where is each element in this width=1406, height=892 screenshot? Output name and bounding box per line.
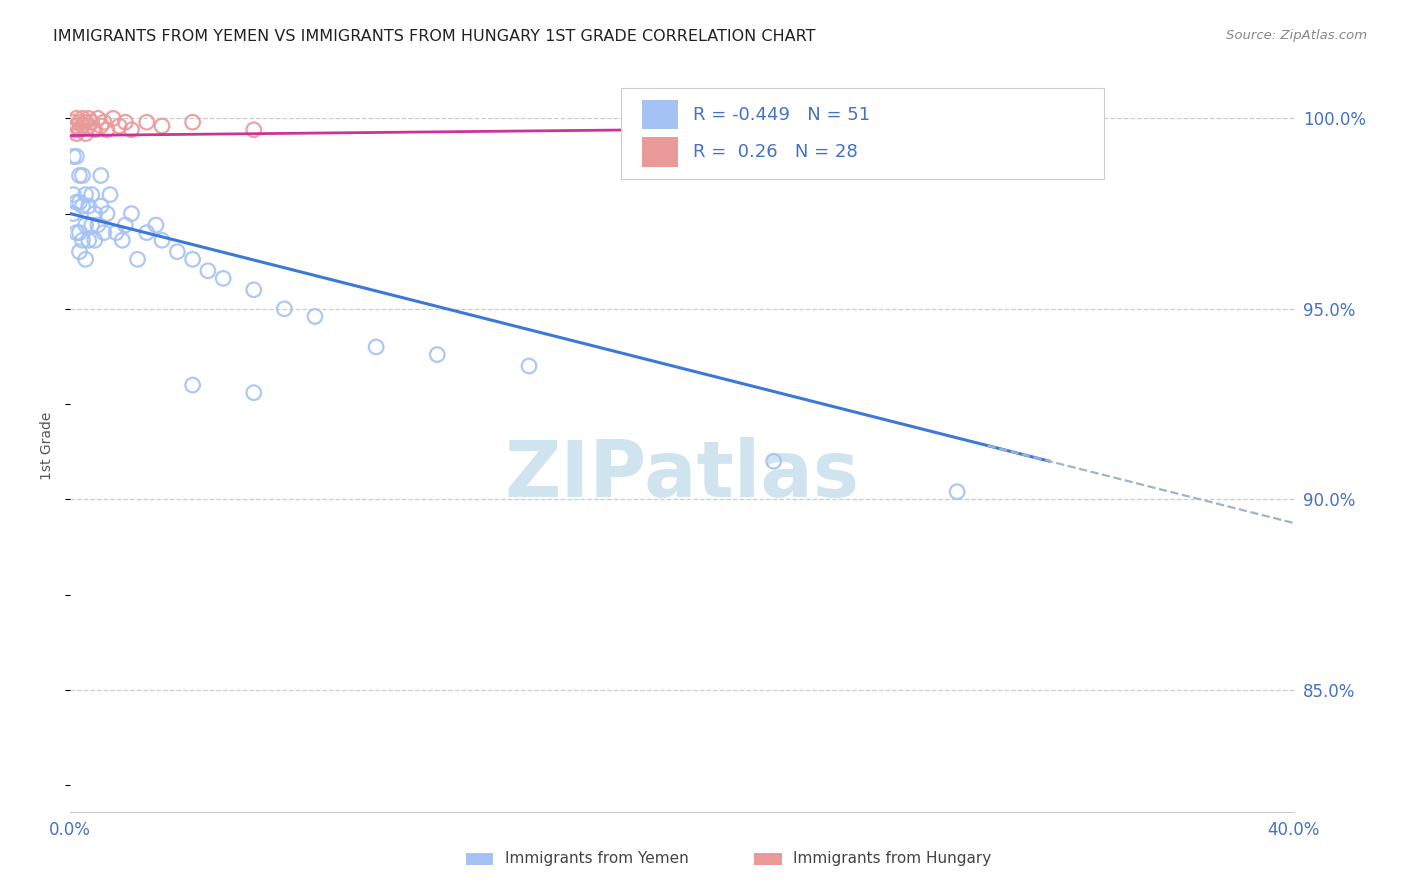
Text: IMMIGRANTS FROM YEMEN VS IMMIGRANTS FROM HUNGARY 1ST GRADE CORRELATION CHART: IMMIGRANTS FROM YEMEN VS IMMIGRANTS FROM… [53,29,815,44]
Point [114,218,136,232]
Point [83,123,105,137]
Point [62,149,84,163]
Point [62,206,84,220]
Point [75,127,97,141]
Point [80,218,103,232]
Point [65,226,87,240]
Point [65,112,87,126]
Point [181,378,204,392]
Point [101,112,124,126]
Point [69,226,91,240]
Point [212,271,235,285]
Point [72,199,94,213]
Point [762,454,785,468]
Point [946,484,969,499]
Point [96,123,118,137]
Point [166,244,188,259]
Text: Source: ZipAtlas.com: Source: ZipAtlas.com [1226,29,1367,42]
Bar [465,853,494,865]
Point [75,187,97,202]
Y-axis label: 1st Grade: 1st Grade [41,412,55,480]
Point [946,115,969,129]
Point [121,206,143,220]
Point [366,340,388,354]
Point [75,115,97,129]
Point [72,119,94,133]
Point [181,115,204,129]
Point [80,115,103,129]
FancyBboxPatch shape [621,87,1104,179]
Point [96,206,118,220]
Point [87,112,110,126]
Point [426,347,449,361]
Point [127,252,149,267]
Point [77,112,100,126]
Point [150,119,173,133]
Point [105,226,128,240]
Point [197,264,219,278]
Point [65,149,87,163]
Point [77,233,100,247]
Point [90,169,112,183]
Text: Immigrants from Hungary: Immigrants from Hungary [793,852,991,866]
Point [77,119,100,133]
Text: Immigrants from Yemen: Immigrants from Yemen [505,852,689,866]
Point [72,112,94,126]
Point [83,233,105,247]
Point [93,115,115,129]
Point [69,123,91,137]
Point [243,385,266,400]
Point [65,119,87,133]
Point [69,169,91,183]
Point [135,226,157,240]
Point [114,115,136,129]
Point [90,119,112,133]
Point [69,244,91,259]
Point [69,195,91,210]
Point [90,199,112,213]
Point [304,310,326,324]
FancyBboxPatch shape [641,100,678,129]
Point [75,252,97,267]
Point [243,123,266,137]
FancyBboxPatch shape [641,137,678,167]
Point [145,218,167,232]
Point [72,169,94,183]
Point [273,301,295,316]
Point [243,283,266,297]
Point [150,233,173,247]
Point [517,359,540,373]
Point [83,206,105,220]
Point [121,123,143,137]
Text: R = -0.449   N = 51: R = -0.449 N = 51 [693,105,870,124]
Point [72,233,94,247]
Point [62,115,84,129]
Point [65,127,87,141]
Text: ZIPatlas: ZIPatlas [505,437,859,513]
Point [80,187,103,202]
Point [181,252,204,267]
Point [65,119,87,133]
Point [111,233,134,247]
Point [77,199,100,213]
Bar [754,853,782,865]
Point [62,187,84,202]
Point [93,226,115,240]
Text: R =  0.26   N = 28: R = 0.26 N = 28 [693,143,858,161]
Point [65,195,87,210]
Point [87,218,110,232]
Point [62,123,84,137]
Point [108,119,131,133]
Point [69,115,91,129]
Point [98,187,121,202]
Point [135,115,157,129]
Point [75,218,97,232]
